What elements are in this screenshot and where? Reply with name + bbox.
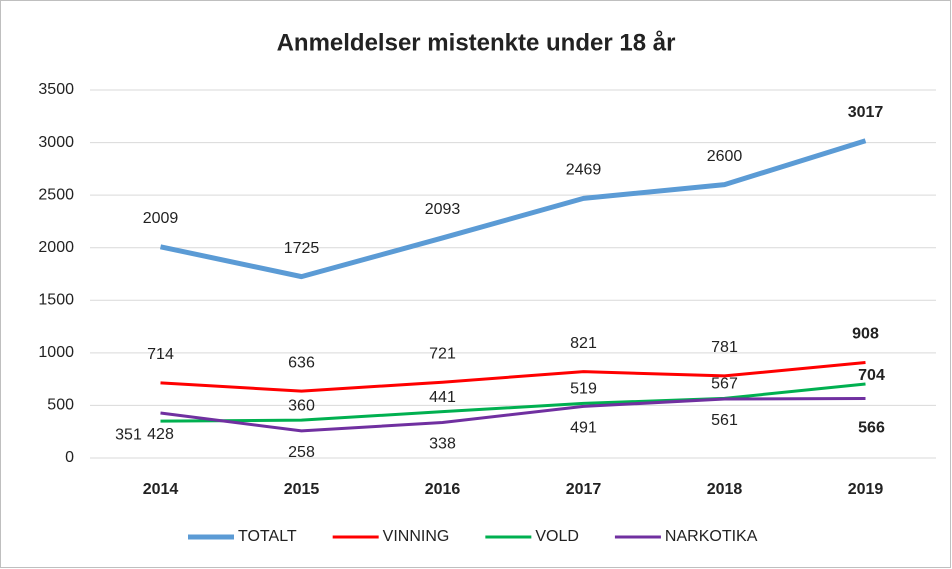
y-tick-label: 500 [47, 397, 74, 414]
data-label: 1725 [284, 240, 320, 257]
x-tick-label: 2019 [848, 481, 884, 498]
data-label: 441 [429, 389, 456, 406]
x-tick-label: 2017 [566, 481, 602, 498]
x-tick-label: 2016 [425, 481, 461, 498]
line-series [160, 396, 866, 433]
data-label: 908 [852, 326, 879, 343]
data-label: 2009 [143, 210, 179, 227]
data-label: 781 [711, 339, 738, 356]
y-tick-label: 2500 [38, 186, 74, 203]
data-label: 636 [288, 354, 315, 371]
line-series [160, 382, 866, 423]
data-label: 2093 [425, 201, 461, 218]
data-label: 2600 [707, 148, 743, 165]
data-label: 821 [570, 335, 597, 352]
data-label: 3017 [848, 104, 884, 121]
chart-title: Anmeldelser mistenkte under 18 år [277, 29, 676, 56]
legend-label: NARKOTIKA [665, 528, 758, 545]
y-tick-label: 0 [65, 449, 74, 466]
y-tick-label: 1500 [38, 292, 74, 309]
data-label: 721 [429, 345, 456, 362]
x-tick-label: 2014 [143, 481, 179, 498]
line-series [159, 138, 867, 280]
data-label: 566 [858, 420, 885, 437]
data-label: 567 [711, 376, 738, 393]
data-label: 714 [147, 346, 174, 363]
data-label: 258 [288, 444, 315, 461]
legend-label: TOTALT [238, 528, 297, 545]
y-tick-label: 3500 [38, 81, 74, 98]
data-label: 428 [147, 426, 174, 443]
x-tick-label: 2015 [284, 481, 320, 498]
y-tick-label: 1000 [38, 344, 74, 361]
x-tick-label: 2018 [707, 481, 743, 498]
data-label: 561 [711, 412, 738, 429]
line-series [160, 361, 866, 393]
data-label: 519 [570, 381, 597, 398]
data-label: 491 [570, 420, 597, 437]
y-tick-label: 2000 [38, 239, 74, 256]
data-label: 338 [429, 436, 456, 453]
data-label: 2469 [566, 162, 602, 179]
legend-label: VINNING [383, 528, 450, 545]
legend-label: VOLD [535, 528, 579, 545]
y-tick-label: 3000 [38, 134, 74, 151]
data-label: 360 [288, 397, 315, 414]
data-label: 351 [115, 426, 142, 443]
data-label: 704 [858, 367, 885, 384]
